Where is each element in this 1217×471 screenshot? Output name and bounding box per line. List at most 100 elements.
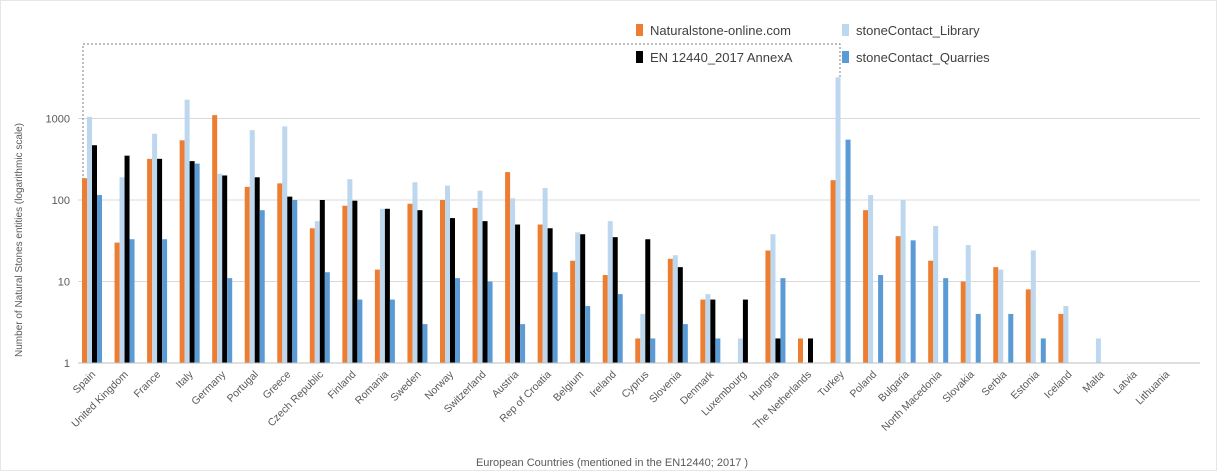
bar bbox=[97, 195, 102, 363]
bar bbox=[162, 239, 168, 363]
bar bbox=[379, 208, 385, 363]
bar bbox=[863, 210, 869, 363]
bar bbox=[244, 186, 250, 363]
bar bbox=[830, 180, 836, 363]
y-tick-label: 100 bbox=[52, 195, 70, 207]
bar bbox=[895, 236, 901, 363]
bar bbox=[384, 208, 390, 363]
bar bbox=[552, 272, 558, 363]
bar bbox=[119, 177, 125, 363]
bar bbox=[222, 175, 228, 363]
bar bbox=[254, 177, 260, 363]
bar bbox=[570, 260, 576, 363]
legend: Naturalstone-online.com stoneContact_Lib… bbox=[636, 23, 990, 65]
bar bbox=[217, 173, 223, 363]
bar bbox=[505, 172, 511, 363]
bar bbox=[998, 269, 1004, 363]
bar bbox=[845, 139, 851, 363]
bar bbox=[124, 155, 130, 363]
bar bbox=[878, 275, 884, 363]
bar bbox=[357, 299, 363, 363]
bar bbox=[194, 163, 200, 363]
bar bbox=[650, 338, 656, 363]
bar bbox=[765, 250, 771, 363]
bar bbox=[975, 313, 981, 363]
bar bbox=[450, 218, 455, 363]
legend-swatch-stonecontact-library bbox=[842, 24, 849, 36]
bar bbox=[515, 224, 521, 363]
bar bbox=[585, 306, 591, 363]
bar bbox=[445, 185, 450, 363]
bar bbox=[965, 245, 971, 363]
bar bbox=[482, 221, 488, 363]
bar bbox=[455, 278, 460, 363]
bar bbox=[900, 200, 906, 363]
bar bbox=[1040, 338, 1046, 363]
bar bbox=[477, 190, 483, 363]
bar bbox=[542, 188, 548, 363]
bar bbox=[147, 158, 153, 363]
bar bbox=[1095, 338, 1101, 363]
bar bbox=[82, 178, 87, 363]
bar bbox=[575, 232, 581, 363]
bar bbox=[314, 221, 320, 363]
bar bbox=[179, 140, 185, 363]
bar bbox=[868, 195, 874, 363]
bars bbox=[82, 77, 1101, 364]
y-tick-label: 1000 bbox=[46, 114, 70, 126]
bar bbox=[319, 200, 325, 363]
bar bbox=[472, 207, 478, 363]
legend-swatch-en12440 bbox=[636, 51, 643, 63]
bar bbox=[352, 200, 358, 363]
bar bbox=[309, 228, 315, 363]
bar bbox=[677, 267, 683, 363]
legend-swatch-naturalstone bbox=[636, 24, 643, 36]
bar bbox=[715, 338, 721, 363]
bar bbox=[417, 210, 423, 363]
bar bbox=[645, 239, 651, 363]
bar bbox=[943, 278, 949, 363]
bar bbox=[960, 281, 966, 363]
bar bbox=[510, 198, 516, 363]
bar bbox=[184, 99, 190, 363]
y-tick-label: 1 bbox=[64, 358, 70, 370]
bar bbox=[700, 299, 706, 363]
legend-label-naturalstone: Naturalstone-online.com bbox=[650, 23, 791, 38]
bar bbox=[910, 240, 916, 363]
bar bbox=[1030, 250, 1036, 363]
bar bbox=[249, 130, 255, 363]
bar bbox=[152, 133, 158, 363]
bar bbox=[1025, 289, 1031, 363]
bar bbox=[537, 224, 543, 363]
bar bbox=[617, 294, 623, 363]
bar bbox=[667, 258, 673, 363]
bar bbox=[682, 324, 688, 363]
bar bbox=[520, 324, 526, 363]
bar bbox=[347, 179, 353, 363]
bar bbox=[635, 338, 641, 363]
bar bbox=[640, 313, 646, 363]
legend-label-stonecontact-library: stoneContact_Library bbox=[856, 23, 980, 38]
bar bbox=[607, 221, 613, 363]
bar bbox=[389, 299, 395, 363]
bar bbox=[737, 338, 743, 363]
bar bbox=[287, 196, 293, 363]
bar bbox=[705, 294, 711, 363]
bar bbox=[928, 260, 934, 363]
bar bbox=[374, 269, 380, 363]
bar bbox=[672, 255, 678, 363]
bar bbox=[440, 200, 445, 363]
bar bbox=[212, 115, 218, 363]
bar bbox=[580, 234, 586, 363]
bar bbox=[770, 234, 776, 363]
bar bbox=[1058, 313, 1064, 363]
bar bbox=[993, 267, 999, 363]
bar bbox=[487, 281, 493, 363]
legend-label-stonecontact-quarries: stoneContact_Quarries bbox=[856, 50, 990, 65]
bar bbox=[277, 183, 283, 363]
y-tick-labels: 1 10 100 1000 bbox=[46, 114, 70, 371]
bar bbox=[547, 228, 553, 363]
bar bbox=[1008, 313, 1014, 363]
